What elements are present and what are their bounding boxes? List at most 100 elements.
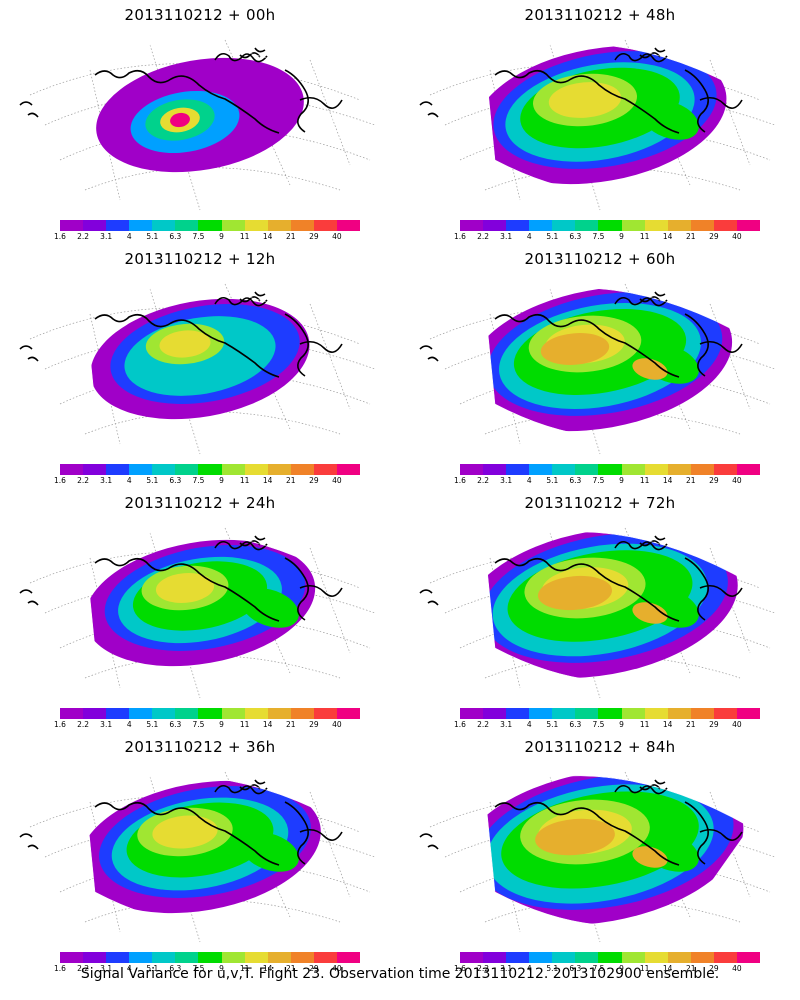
colorbar-tick-label: 14 [662,476,673,485]
colorbar-tick-label: 40 [332,232,342,241]
colorbar-swatch [644,464,668,475]
colorbar-tick-label: 2.2 [477,720,490,729]
colorbar-tick-label: 1.6 [54,476,66,485]
colorbar-swatch [60,708,84,719]
colorbar-tick-label: 21 [285,964,296,973]
colorbar-tick-label: 4 [126,232,132,241]
colorbar-swatch [244,464,268,475]
colorbar-swatch [644,952,668,963]
colorbar-tick-label: 14 [662,232,673,241]
colorbar-tick-label: 29 [709,476,719,485]
colorbar-swatch [713,952,737,963]
colorbar-swatch [598,952,622,963]
colorbar-swatch [575,952,599,963]
colorbar-swatch [506,708,530,719]
colorbar-swatch [644,708,668,719]
map-plot [419,527,776,699]
colorbar-tick-label: 7.5 [592,720,605,729]
variance-field [85,539,316,667]
colorbar: 1.6 2.2 3.1 4 5.1 6.3 7.5 9 11 14 21 29 40 [454,464,761,486]
colorbar-tick-label: 6.3 [569,232,582,241]
panel-title: 2013110212 + 60h [524,250,676,268]
colorbar-swatch [621,464,645,475]
colorbar-tick-label: 21 [685,476,696,485]
colorbar-swatch [129,952,153,963]
map-plot [419,771,776,943]
colorbar-tick-label: 1.6 [454,964,466,973]
colorbar-tick-label: 6.3 [569,476,582,485]
variance-field [485,531,738,679]
colorbar-tick-label: 4 [526,964,532,973]
colorbar-swatch [198,464,222,475]
colorbar-tick-label: 5.1 [146,476,159,485]
colorbar-swatch [175,708,199,719]
colorbar-tick-label: 5.1 [146,232,159,241]
forecast-panel: 2013110212 + 48h 1.6 2.2 3.1 4 5.1 6.3 7.5 9 11 14… [400,0,800,245]
colorbar-tick-label: 5.1 [546,476,559,485]
colorbar-swatch [506,952,530,963]
colorbar-tick-label: 29 [309,720,319,729]
colorbar-tick-label: 9 [219,720,224,729]
colorbar-swatch [690,464,714,475]
colorbar-swatch [736,464,761,475]
colorbar-tick-label: 11 [239,720,250,729]
map-plot [419,39,776,211]
colorbar-tick-label: 1.6 [454,232,466,241]
colorbar-tick-label: 3.1 [100,964,113,973]
colorbar-swatch [129,464,153,475]
colorbar-tick-label: 7.5 [592,476,605,485]
colorbar-swatch [290,708,314,719]
colorbar-tick-label: 21 [685,720,696,729]
colorbar-swatch [598,464,622,475]
coastline [419,779,743,866]
colorbar-tick-label: 7.5 [192,720,205,729]
colorbar-swatch [575,464,599,475]
colorbar: 1.6 2.2 3.1 4 5.1 6.3 7.5 9 11 14 21 29 40 [54,220,361,242]
colorbar-swatch [690,220,714,231]
colorbar-swatch [175,952,199,963]
colorbar-tick-label: 2.2 [477,232,490,241]
colorbar-swatch [198,220,222,231]
colorbar-tick-label: 21 [685,232,696,241]
colorbar-tick-label: 3.1 [500,476,513,485]
colorbar-tick-label: 9 [619,476,624,485]
colorbar-tick-label: 40 [732,720,742,729]
colorbar-swatch [552,952,576,963]
colorbar-swatch [529,220,553,231]
colorbar-swatch [83,464,107,475]
colorbar-tick-label: 40 [732,476,742,485]
colorbar-swatch [129,708,153,719]
colorbar-tick-label: 29 [709,232,719,241]
colorbar-swatch [83,952,107,963]
colorbar-tick-label: 2.2 [77,232,90,241]
colorbar-swatch [483,708,507,719]
colorbar-tick-label: 7.5 [192,476,205,485]
variance-field [85,780,321,914]
colorbar-swatch [483,464,507,475]
colorbar-swatch [198,952,222,963]
colorbar-swatch [713,220,737,231]
colorbar-swatch [175,220,199,231]
colorbar-tick-label: 29 [309,476,319,485]
colorbar-swatch [713,708,737,719]
colorbar-tick-label: 3.1 [100,476,113,485]
colorbar-swatch [83,220,107,231]
colorbar-tick-label: 6.3 [569,964,582,973]
colorbar: 1.6 2.2 3.1 4 5.1 6.3 7.5 9 11 14 21 29 40 [454,220,761,242]
colorbar-tick-label: 4 [126,964,132,973]
forecast-panel: 2013110212 + 84h 1.6 2.2 3.1 4 5.1 6.3 7.5 9 11 14… [400,732,800,977]
colorbar-swatch [267,952,291,963]
coastline [419,47,743,134]
colorbar-tick-label: 3.1 [500,720,513,729]
colorbar-swatch [198,708,222,719]
colorbar-tick-label: 2.2 [77,964,90,973]
panel-title: 2013110212 + 00h [124,6,276,24]
coastline [19,47,343,134]
colorbar-tick-label: 40 [332,720,342,729]
colorbar-swatch [290,952,314,963]
colorbar-tick-label: 7.5 [592,964,605,973]
colorbar-swatch [313,464,337,475]
colorbar-swatch [290,464,314,475]
colorbar-swatch [267,464,291,475]
colorbar: 1.6 2.2 3.1 4 5.1 6.3 7.5 9 11 14 21 29 40 [54,708,361,730]
